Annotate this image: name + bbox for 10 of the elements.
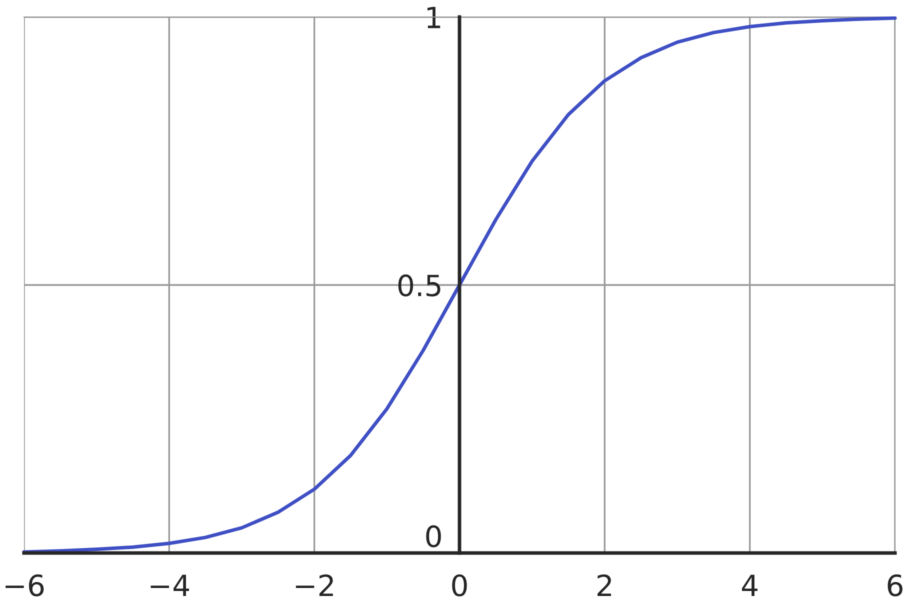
y-tick-label: 0.5: [398, 274, 440, 296]
x-tick-label: 6: [888, 574, 902, 596]
y-tick-label: 0: [426, 525, 441, 548]
x-tick-label: −4: [150, 574, 190, 596]
y-tick-label: 1: [427, 6, 440, 28]
x-tick-label: −2: [296, 574, 333, 596]
x-tick-label: 4: [742, 574, 758, 596]
x-tick-label: 2: [598, 574, 612, 596]
x-tick-label: 0: [452, 574, 467, 596]
x-tick-label: −6: [6, 574, 44, 596]
